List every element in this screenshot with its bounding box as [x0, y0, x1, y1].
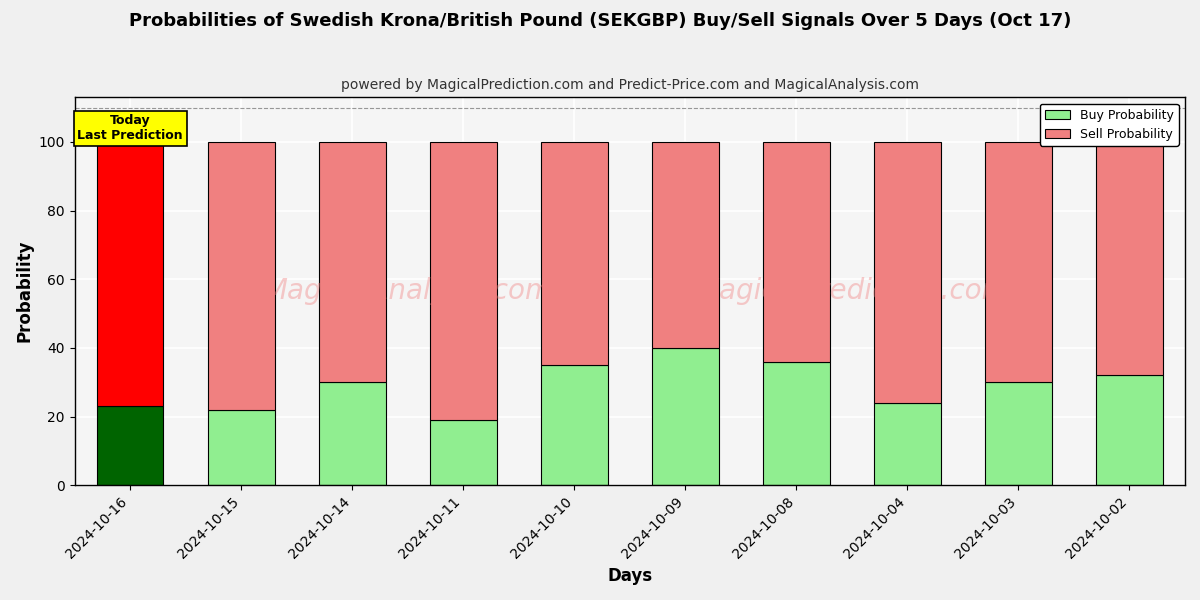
Bar: [97, 406, 163, 485]
Text: MagicalAnalysis.com: MagicalAnalysis.com: [263, 277, 552, 305]
Bar: [1096, 376, 1163, 485]
Bar: [874, 142, 941, 403]
Bar: [208, 410, 275, 485]
Bar: [763, 142, 829, 362]
Y-axis label: Probability: Probability: [16, 240, 34, 343]
Bar: [97, 142, 163, 406]
Bar: [430, 420, 497, 485]
Bar: [1096, 142, 1163, 376]
Bar: [874, 403, 941, 485]
Bar: [541, 142, 607, 365]
Legend: Buy Probability, Sell Probability: Buy Probability, Sell Probability: [1040, 104, 1178, 146]
Title: powered by MagicalPrediction.com and Predict-Price.com and MagicalAnalysis.com: powered by MagicalPrediction.com and Pre…: [341, 78, 919, 92]
Bar: [430, 142, 497, 420]
Bar: [319, 142, 385, 382]
Text: MagicalPrediction.com: MagicalPrediction.com: [695, 277, 1009, 305]
Bar: [985, 382, 1051, 485]
Text: Today
Last Prediction: Today Last Prediction: [77, 115, 182, 142]
Bar: [652, 348, 719, 485]
Bar: [541, 365, 607, 485]
Bar: [985, 142, 1051, 382]
X-axis label: Days: Days: [607, 567, 653, 585]
Bar: [208, 142, 275, 410]
Text: Probabilities of Swedish Krona/British Pound (SEKGBP) Buy/Sell Signals Over 5 Da: Probabilities of Swedish Krona/British P…: [128, 12, 1072, 30]
Bar: [319, 382, 385, 485]
Bar: [763, 362, 829, 485]
Bar: [652, 142, 719, 348]
